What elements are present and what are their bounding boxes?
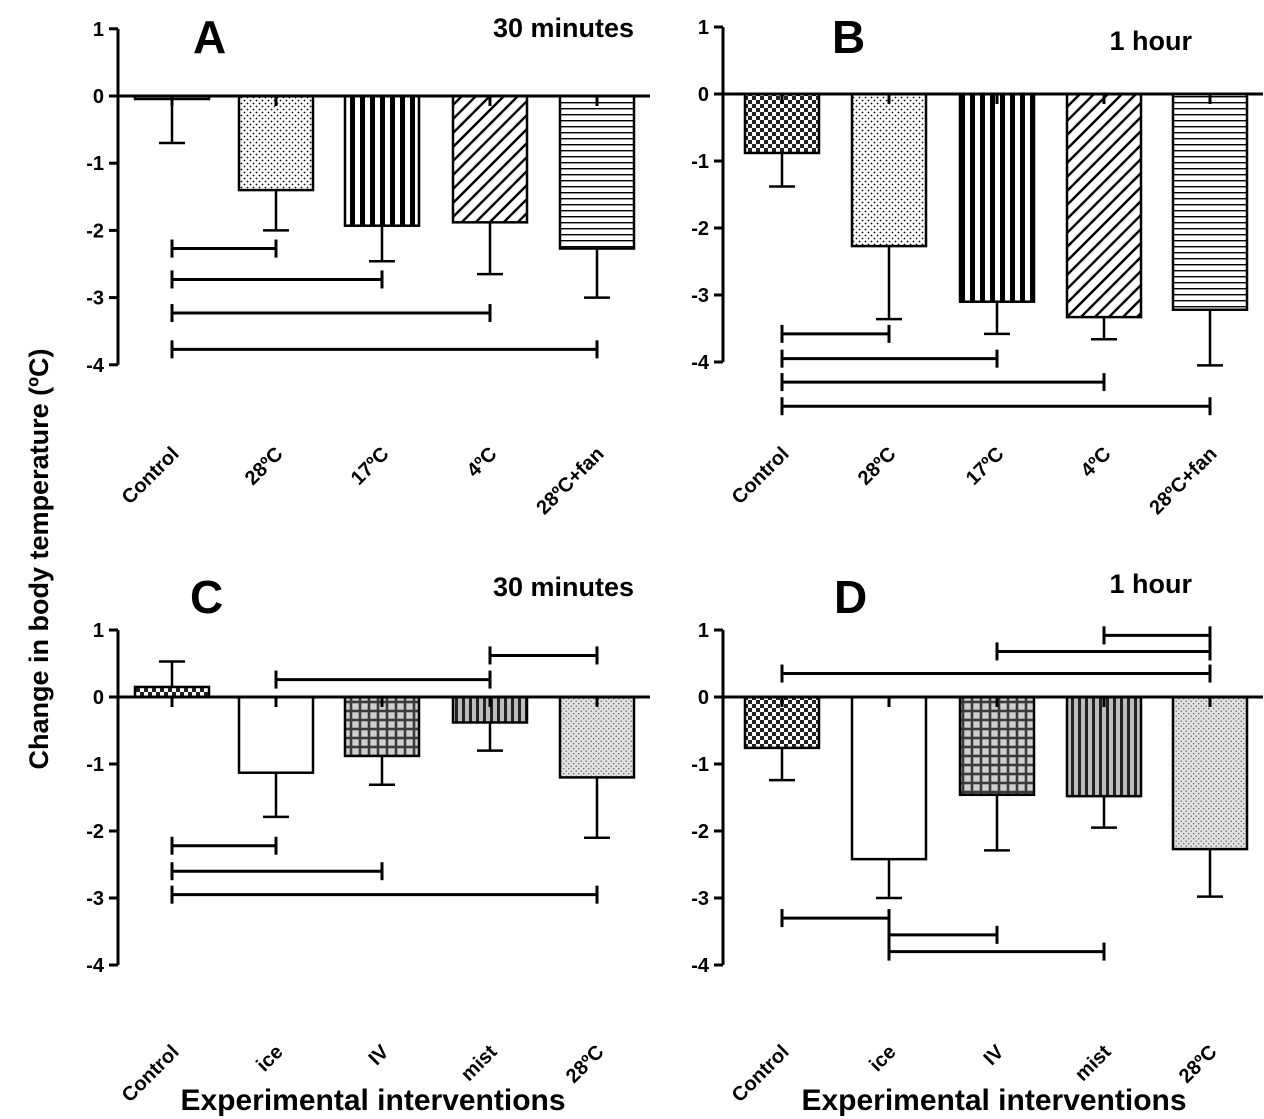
significance-bracket <box>172 340 597 358</box>
significance-bracket <box>782 909 889 927</box>
bar <box>1067 94 1141 317</box>
category-label: Control <box>728 1041 794 1107</box>
y-tick-label: 0 <box>698 687 709 709</box>
significance-bracket <box>172 304 490 322</box>
y-tick-label: -2 <box>691 218 709 240</box>
significance-bracket <box>997 642 1210 660</box>
y-tick-label: -4 <box>86 355 105 377</box>
bar <box>1173 94 1247 310</box>
category-label: 17ºC <box>962 443 1009 490</box>
bar <box>852 697 926 859</box>
bar <box>239 96 313 190</box>
category-label: 28ºC <box>241 443 288 490</box>
y-tick-label: -1 <box>86 153 104 175</box>
y-tick-label: 1 <box>93 19 104 41</box>
panel-letter: C <box>190 571 223 623</box>
y-tick-label: -4 <box>691 955 710 977</box>
significance-bracket <box>782 325 889 343</box>
category-label: 28ºC+fan <box>1145 443 1221 519</box>
y-tick-label: -2 <box>86 220 104 242</box>
category-label: Control <box>728 443 794 509</box>
category-label: mist <box>1071 1041 1116 1086</box>
y-tick-label: 0 <box>93 86 104 108</box>
bar <box>560 96 634 249</box>
y-tick-label: -1 <box>86 754 104 776</box>
y-tick-label: -4 <box>86 955 105 977</box>
category-label: 4ºC <box>1077 443 1116 482</box>
category-label: ice <box>252 1041 287 1076</box>
panel-a: 1 0 -1 -2 -3 -4 Control 28ºC 17ºC 4ºC 28ºC+fan A 30 … <box>86 11 650 519</box>
category-label: 28ºC <box>854 443 901 490</box>
panel-title: 30 minutes <box>493 572 634 602</box>
panel-title: 1 hour <box>1109 26 1192 56</box>
significance-bracket <box>782 397 1210 415</box>
y-tick-label: -2 <box>691 821 709 843</box>
significance-bracket <box>276 671 490 689</box>
y-tick-label: -3 <box>86 288 104 310</box>
significance-bracket <box>172 862 382 880</box>
significance-bracket <box>172 837 276 855</box>
panel-letter: D <box>834 571 867 623</box>
panel-d: 1 0 -1 -2 -3 -4 Control ice IV mist 28ºC D 1 hour <box>691 569 1263 1107</box>
y-tick-label: -3 <box>691 285 709 307</box>
significance-bracket <box>490 646 597 664</box>
panels: 1 0 -1 -2 -3 -4 Control 28ºC 17ºC 4ºC 28ºC+fan A 30 … <box>86 11 1263 1107</box>
significance-bracket <box>1104 626 1210 644</box>
y-tick-label: -2 <box>86 821 104 843</box>
bar <box>852 94 926 246</box>
y-tick-label: -3 <box>86 888 104 910</box>
category-label: IV <box>980 1041 1009 1070</box>
significance-bracket <box>889 943 1104 961</box>
bar <box>239 697 313 773</box>
y-tick-label: 1 <box>698 620 709 642</box>
bar <box>1173 697 1247 849</box>
y-tick-label: 0 <box>698 84 709 106</box>
category-label: 28ºC+fan <box>532 443 608 519</box>
bar <box>960 94 1034 302</box>
y-tick-label: -3 <box>691 888 709 910</box>
significance-bracket <box>172 270 382 288</box>
x-axis-label-left: Experimental interventions <box>180 1084 565 1117</box>
bar <box>135 687 209 697</box>
y-tick-label: 1 <box>93 620 104 642</box>
category-label: Control <box>118 443 184 509</box>
panel-letter: B <box>832 11 865 63</box>
panel-b: 1 0 -1 -2 -3 -4 Control 28ºC 17ºC 4ºC 28ºC+fan B 1 h… <box>691 11 1263 519</box>
x-axis-label-right: Experimental interventions <box>801 1084 1186 1117</box>
y-tick-label: -1 <box>691 754 709 776</box>
bar <box>560 697 634 777</box>
panel-title: 1 hour <box>1109 569 1192 599</box>
bar <box>345 96 419 226</box>
category-label: IV <box>365 1041 394 1070</box>
category-label: Control <box>118 1041 184 1107</box>
y-tick-label: 1 <box>698 17 709 39</box>
significance-bracket <box>172 886 597 904</box>
category-label: 28ºC <box>1175 1041 1222 1088</box>
bar <box>1067 697 1141 796</box>
y-axis-label: Change in body temperature (ºC) <box>24 349 54 770</box>
panel-c: 1 0 -1 -2 -3 -4 Control ice IV mist 28ºC C 30 minute… <box>86 571 650 1107</box>
bar <box>960 697 1034 795</box>
category-label: ice <box>865 1041 900 1076</box>
y-tick-label: -1 <box>691 151 709 173</box>
panel-title: 30 minutes <box>493 13 634 43</box>
panel-letter: A <box>193 11 226 63</box>
category-label: mist <box>457 1041 502 1086</box>
category-label: 4ºC <box>463 443 502 482</box>
significance-bracket <box>782 665 1210 683</box>
significance-bracket <box>782 350 997 368</box>
y-tick-label: -4 <box>691 352 710 374</box>
significance-bracket <box>889 926 997 944</box>
bar <box>453 96 527 222</box>
y-tick-label: 0 <box>93 687 104 709</box>
category-label: 17ºC <box>347 443 394 490</box>
category-label: 28ºC <box>562 1041 609 1088</box>
significance-bracket <box>782 373 1104 391</box>
significance-bracket <box>172 240 276 258</box>
